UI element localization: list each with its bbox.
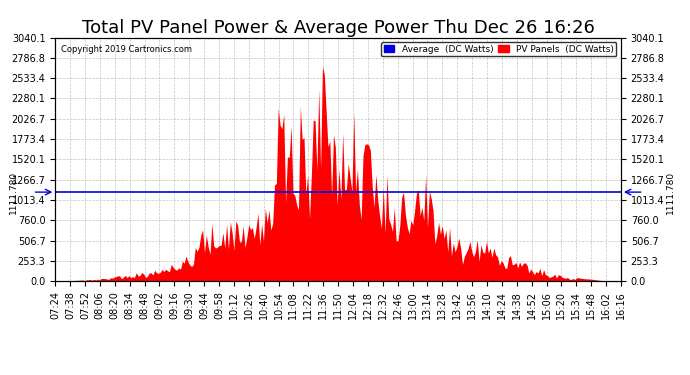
Text: 1111.780: 1111.780 — [10, 171, 19, 214]
Text: 1111.780: 1111.780 — [667, 171, 676, 214]
Legend: Average  (DC Watts), PV Panels  (DC Watts): Average (DC Watts), PV Panels (DC Watts) — [381, 42, 616, 56]
Title: Total PV Panel Power & Average Power Thu Dec 26 16:26: Total PV Panel Power & Average Power Thu… — [81, 20, 595, 38]
Text: Copyright 2019 Cartronics.com: Copyright 2019 Cartronics.com — [61, 45, 192, 54]
